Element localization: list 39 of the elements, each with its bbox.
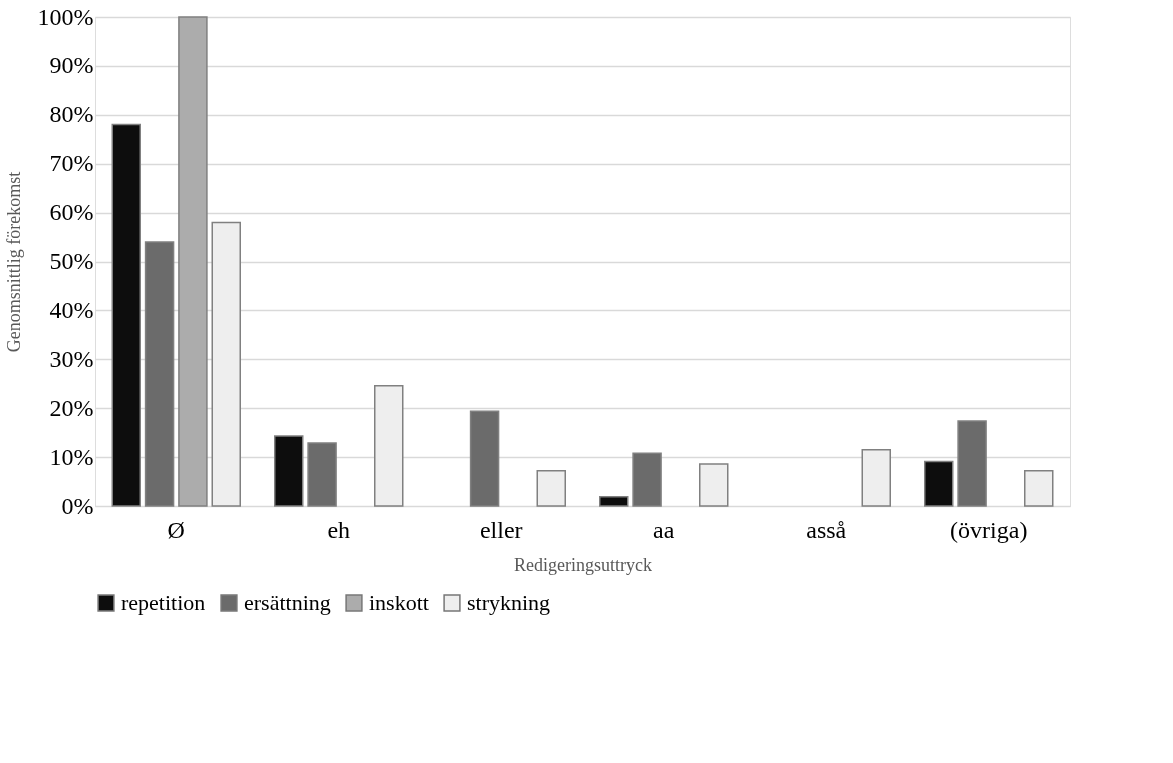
y-tick-label: 70% [49, 150, 94, 177]
x-tick-label: aa [653, 516, 675, 543]
y-tick-label: 40% [49, 296, 94, 323]
y-tick-label: 30% [49, 345, 94, 372]
y-axis-title: Genomsnittlig förekomst [3, 171, 24, 353]
bar [1024, 470, 1054, 507]
bar [469, 410, 500, 507]
y-tick-label: 60% [49, 199, 94, 226]
bar [699, 463, 729, 507]
x-tick-label: (övriga) [950, 516, 1028, 543]
bar [924, 460, 954, 507]
bar [111, 123, 141, 507]
bar [536, 470, 566, 507]
x-tick-label: eh [327, 516, 351, 543]
legend-label: strykning [467, 590, 551, 615]
y-tick-label: 90% [49, 52, 94, 79]
x-tick-label: eller [479, 516, 523, 543]
bar [144, 241, 175, 507]
legend-label: ersättning [244, 590, 331, 615]
bar [211, 221, 241, 507]
bar [599, 495, 629, 507]
y-tick-label: 10% [49, 443, 94, 470]
x-tick-label: asså [806, 516, 847, 543]
bar [861, 449, 891, 507]
y-tick-label: 80% [49, 101, 94, 128]
legend-label: inskott [369, 590, 429, 615]
bar [374, 384, 404, 507]
x-axis-title: Redigeringsuttryck [514, 554, 652, 575]
y-tick-label: 0% [61, 492, 94, 519]
bar [178, 16, 208, 507]
legend-label: repetition [121, 590, 206, 615]
bar [957, 420, 987, 507]
bar [632, 452, 662, 507]
x-tick-label: Ø [167, 516, 185, 543]
bar [307, 442, 337, 507]
y-tick-label: 20% [49, 394, 94, 421]
y-tick-label: 100% [37, 3, 94, 30]
y-tick-label: 50% [49, 248, 94, 274]
bar [274, 435, 304, 507]
